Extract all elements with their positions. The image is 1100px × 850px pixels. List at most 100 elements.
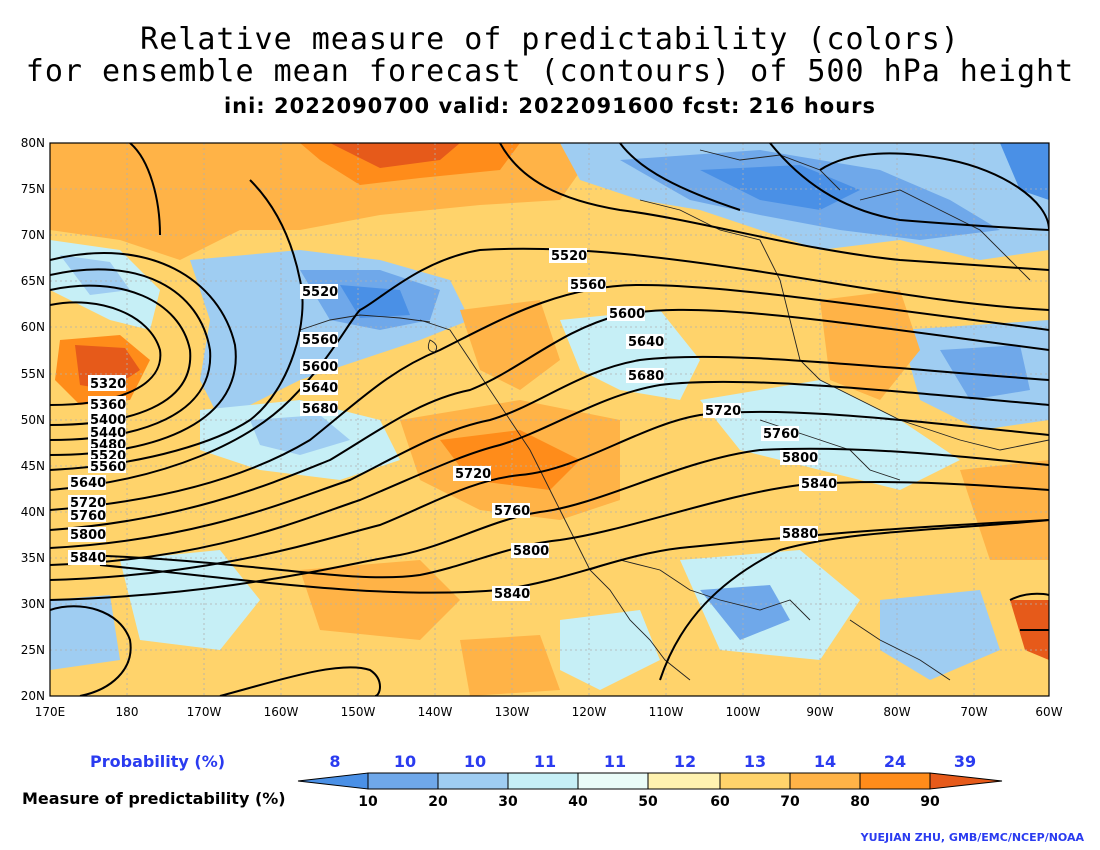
- colorbar-segment: [719, 772, 791, 790]
- svg-text:70W: 70W: [960, 705, 987, 719]
- svg-text:20N: 20N: [21, 689, 45, 703]
- svg-text:5600: 5600: [609, 307, 645, 322]
- title-line-1: Relative measure of predictability (colo…: [140, 22, 960, 57]
- svg-text:80W: 80W: [883, 705, 910, 719]
- svg-text:5640: 5640: [628, 335, 664, 350]
- svg-text:5520: 5520: [302, 285, 338, 300]
- colorbar-segment: [507, 772, 579, 790]
- colorbar-segment: [437, 772, 509, 790]
- contour-label: 5360: [88, 396, 126, 413]
- colorbar-tick: 50: [638, 794, 658, 810]
- contour-label: 5680: [300, 401, 338, 417]
- contour-label: 5600: [300, 359, 338, 375]
- contour-label: 5640: [300, 380, 338, 396]
- svg-text:55N: 55N: [21, 367, 45, 381]
- svg-text:5880: 5880: [782, 527, 818, 542]
- svg-text:170W: 170W: [187, 705, 222, 719]
- svg-text:30N: 30N: [21, 597, 45, 611]
- probability-value: 10: [464, 752, 486, 771]
- svg-text:5560: 5560: [90, 460, 126, 475]
- title-line-2: for ensemble mean forecast (contours) of…: [25, 54, 1075, 89]
- svg-text:5720: 5720: [455, 467, 491, 482]
- contour-label: 5640: [68, 475, 106, 491]
- colorbar-segment: [859, 772, 931, 790]
- svg-text:180: 180: [116, 705, 139, 719]
- contour-label: 5560: [568, 277, 606, 293]
- svg-text:60W: 60W: [1035, 705, 1062, 719]
- probability-value: 10: [394, 752, 416, 771]
- graticule: [50, 143, 1049, 696]
- contour-label: 5840: [799, 476, 837, 492]
- svg-text:100W: 100W: [726, 705, 761, 719]
- contour-label: 5760: [492, 503, 530, 519]
- svg-text:90W: 90W: [806, 705, 833, 719]
- svg-text:25N: 25N: [21, 643, 45, 657]
- svg-text:5600: 5600: [302, 360, 338, 375]
- svg-text:75N: 75N: [21, 182, 45, 196]
- contour-label: 5800: [511, 543, 549, 559]
- svg-text:5800: 5800: [70, 528, 106, 543]
- svg-text:5680: 5680: [628, 369, 664, 384]
- svg-text:5640: 5640: [302, 381, 338, 396]
- colorbar-tick: 30: [498, 794, 518, 810]
- probability-value: 39: [954, 752, 976, 771]
- svg-text:130W: 130W: [495, 705, 530, 719]
- colorbar-segment: [297, 772, 369, 790]
- svg-text:5640: 5640: [70, 476, 106, 491]
- contour-label: 5640: [626, 334, 664, 350]
- svg-text:5560: 5560: [570, 278, 606, 293]
- probability-value: 14: [814, 752, 836, 771]
- svg-text:5840: 5840: [70, 551, 106, 566]
- longitude-labels: 170E 180 170W 160W 150W 140W 130W 120W 1…: [35, 705, 1063, 719]
- svg-text:5760: 5760: [494, 504, 530, 519]
- colorbar-tick: 20: [428, 794, 448, 810]
- probability-value: 12: [674, 752, 696, 771]
- contour-label: 5720: [453, 466, 491, 482]
- svg-text:50N: 50N: [21, 413, 45, 427]
- colorbar-tick: 90: [920, 794, 940, 810]
- probability-value: 11: [604, 752, 626, 771]
- probability-value: 8: [329, 752, 340, 771]
- svg-text:5320: 5320: [90, 377, 126, 392]
- svg-text:150W: 150W: [341, 705, 376, 719]
- svg-text:60N: 60N: [21, 320, 45, 334]
- svg-text:5800: 5800: [513, 544, 549, 559]
- title-line-3: ini: 2022090700 valid: 2022091600 fcst: …: [223, 94, 877, 118]
- contour-label: 5400: [88, 412, 126, 428]
- svg-text:160W: 160W: [264, 705, 299, 719]
- latitude-labels: 80N 75N 70N 65N 60N 55N 50N 45N 40N 35N …: [21, 136, 45, 703]
- svg-text:140W: 140W: [418, 705, 453, 719]
- contour-label: 5520: [300, 284, 338, 300]
- colorbar-segment: [647, 772, 721, 790]
- colorbar-tick: 60: [710, 794, 730, 810]
- probability-label: Probability (%): [90, 752, 226, 771]
- contour-labels: 5320 5360 5400 5440 5480 5520 5560 5640 …: [68, 248, 837, 602]
- contour-label: 5880: [780, 526, 818, 542]
- contour-label: 5600: [607, 306, 645, 322]
- svg-text:45N: 45N: [21, 459, 45, 473]
- contour-label: 5800: [780, 450, 818, 466]
- svg-text:5560: 5560: [302, 333, 338, 348]
- svg-text:5520: 5520: [551, 249, 587, 264]
- contour-label: 5680: [626, 368, 664, 384]
- probability-value: 13: [744, 752, 766, 771]
- svg-text:5760: 5760: [70, 509, 106, 524]
- contour-label: 5840: [68, 550, 106, 566]
- colorbar-tick: 70: [780, 794, 800, 810]
- colorbar-segment: [789, 772, 861, 790]
- map-field: [50, 143, 1049, 696]
- contour-label: 5560: [88, 459, 126, 475]
- height-contours: [50, 143, 1049, 696]
- contour-label: 5800: [68, 527, 106, 543]
- colorbar: 8 10 10 11 11 12 13 14 24 39 10 20 30 40…: [297, 752, 1003, 810]
- contour-label: 5760: [68, 508, 106, 524]
- colorbar-segment: [367, 772, 439, 790]
- colorbar-segment: [577, 772, 649, 790]
- svg-text:5720: 5720: [70, 496, 106, 511]
- contour-label: 5320: [88, 375, 126, 392]
- svg-text:5400: 5400: [90, 413, 126, 428]
- contour-label: 5520: [549, 248, 587, 264]
- probability-value: 24: [884, 752, 906, 771]
- svg-text:110W: 110W: [649, 705, 684, 719]
